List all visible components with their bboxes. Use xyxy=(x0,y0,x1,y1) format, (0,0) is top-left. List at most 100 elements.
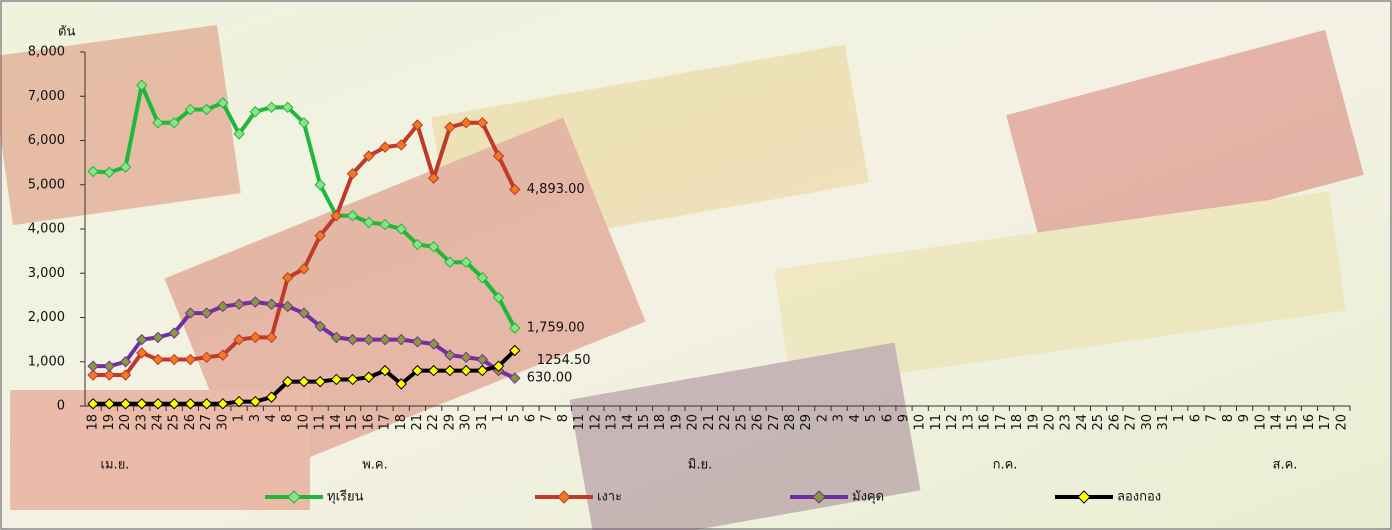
x-tick-label: 14 xyxy=(1270,414,1285,431)
data-point xyxy=(298,307,310,319)
data-point xyxy=(265,391,278,403)
month-label: ส.ค. xyxy=(1273,458,1298,473)
data-point xyxy=(492,360,505,372)
x-tick-label: 20 xyxy=(686,414,701,431)
x-tick-label: 24 xyxy=(1075,414,1090,431)
data-point xyxy=(184,353,197,366)
data-point xyxy=(282,375,294,388)
y-tick-label: 5,000 xyxy=(28,177,65,192)
x-tick-label: 1 xyxy=(491,414,506,422)
data-point xyxy=(476,117,489,129)
data-point xyxy=(282,101,294,114)
data-point xyxy=(184,103,197,116)
data-point xyxy=(427,364,440,377)
month-label: เม.ย. xyxy=(101,458,130,473)
data-point xyxy=(119,161,132,173)
data-point xyxy=(314,229,326,242)
data-point xyxy=(103,398,116,410)
y-tick-label: 7,000 xyxy=(28,89,65,104)
data-point xyxy=(233,333,245,346)
legend-marker xyxy=(1077,490,1091,504)
x-tick-label: 18 xyxy=(86,414,101,431)
data-point xyxy=(476,364,489,377)
data-point xyxy=(200,351,213,364)
data-point xyxy=(119,369,132,381)
x-tick-label: 6 xyxy=(523,414,538,422)
data-point xyxy=(136,79,148,91)
data-point xyxy=(119,398,132,410)
data-point xyxy=(411,238,424,251)
x-tick-label: 3 xyxy=(248,414,263,422)
data-point xyxy=(444,256,456,268)
x-tick-label: 5 xyxy=(864,414,879,422)
data-point xyxy=(427,338,440,350)
data-point xyxy=(152,353,164,366)
data-point xyxy=(233,298,245,310)
x-tick-label: 4 xyxy=(264,414,279,422)
data-point xyxy=(136,398,148,410)
data-point xyxy=(103,360,116,372)
x-tick-label: 19 xyxy=(1026,414,1041,431)
data-point xyxy=(346,373,359,386)
legend-label: มังคุด xyxy=(852,490,884,505)
data-point xyxy=(509,322,521,334)
data-point xyxy=(217,300,229,313)
data-point xyxy=(509,372,521,384)
x-tick-label: 4 xyxy=(848,414,863,422)
x-tick-label: 23 xyxy=(1059,414,1074,431)
data-point xyxy=(103,369,116,381)
x-tick-label: 12 xyxy=(588,414,603,431)
data-point xyxy=(168,353,180,366)
data-point xyxy=(395,333,407,346)
legend-marker xyxy=(287,490,301,504)
x-tick-label: 25 xyxy=(734,414,749,431)
data-point xyxy=(200,307,213,319)
data-point xyxy=(298,117,310,129)
x-tick-label: 15 xyxy=(1286,414,1301,431)
x-tick-label: 18 xyxy=(1010,414,1025,431)
x-tick-label: 17 xyxy=(378,414,393,431)
x-tick-label: 13 xyxy=(605,414,620,431)
x-tick-label: 12 xyxy=(945,414,960,431)
data-point xyxy=(460,256,472,268)
data-point xyxy=(395,223,407,235)
x-tick-label: 31 xyxy=(1156,414,1171,431)
x-tick-label: 16 xyxy=(978,414,993,431)
x-tick-label: 11 xyxy=(929,414,944,431)
x-tick-label: 31 xyxy=(475,414,490,431)
data-point xyxy=(330,373,343,386)
month-label: ก.ค. xyxy=(993,458,1018,473)
data-point xyxy=(411,364,424,377)
y-tick-label: 0 xyxy=(57,399,65,414)
x-tick-label: 5 xyxy=(507,414,522,422)
value-label: 1,759.00 xyxy=(527,321,585,336)
x-tick-label: 17 xyxy=(1318,414,1333,431)
x-tick-label: 3 xyxy=(832,414,847,422)
x-tick-label: 6 xyxy=(1188,414,1203,422)
data-point xyxy=(152,117,164,129)
y-tick-label: 3,000 xyxy=(28,266,65,281)
data-point xyxy=(395,139,407,151)
data-point xyxy=(346,333,359,346)
data-point xyxy=(184,307,197,319)
x-tick-label: 11 xyxy=(313,414,328,431)
x-tick-label: 27 xyxy=(199,414,214,431)
y-tick-label: 1,000 xyxy=(28,354,65,369)
x-tick-label: 20 xyxy=(1334,414,1349,431)
data-point xyxy=(282,300,294,313)
x-tick-label: 20 xyxy=(1042,414,1057,431)
x-tick-label: 1 xyxy=(1172,414,1187,422)
x-tick-label: 18 xyxy=(394,414,409,431)
data-point xyxy=(314,320,326,333)
data-point xyxy=(476,271,489,284)
x-tick-label: 21 xyxy=(410,414,425,431)
month-label: มิ.ย. xyxy=(688,458,712,473)
data-point xyxy=(168,117,180,129)
y-tick-label: 8,000 xyxy=(28,45,65,60)
x-tick-label: 27 xyxy=(767,414,782,431)
x-tick-label: 19 xyxy=(669,414,684,431)
data-point xyxy=(233,395,245,408)
data-point xyxy=(265,331,278,344)
